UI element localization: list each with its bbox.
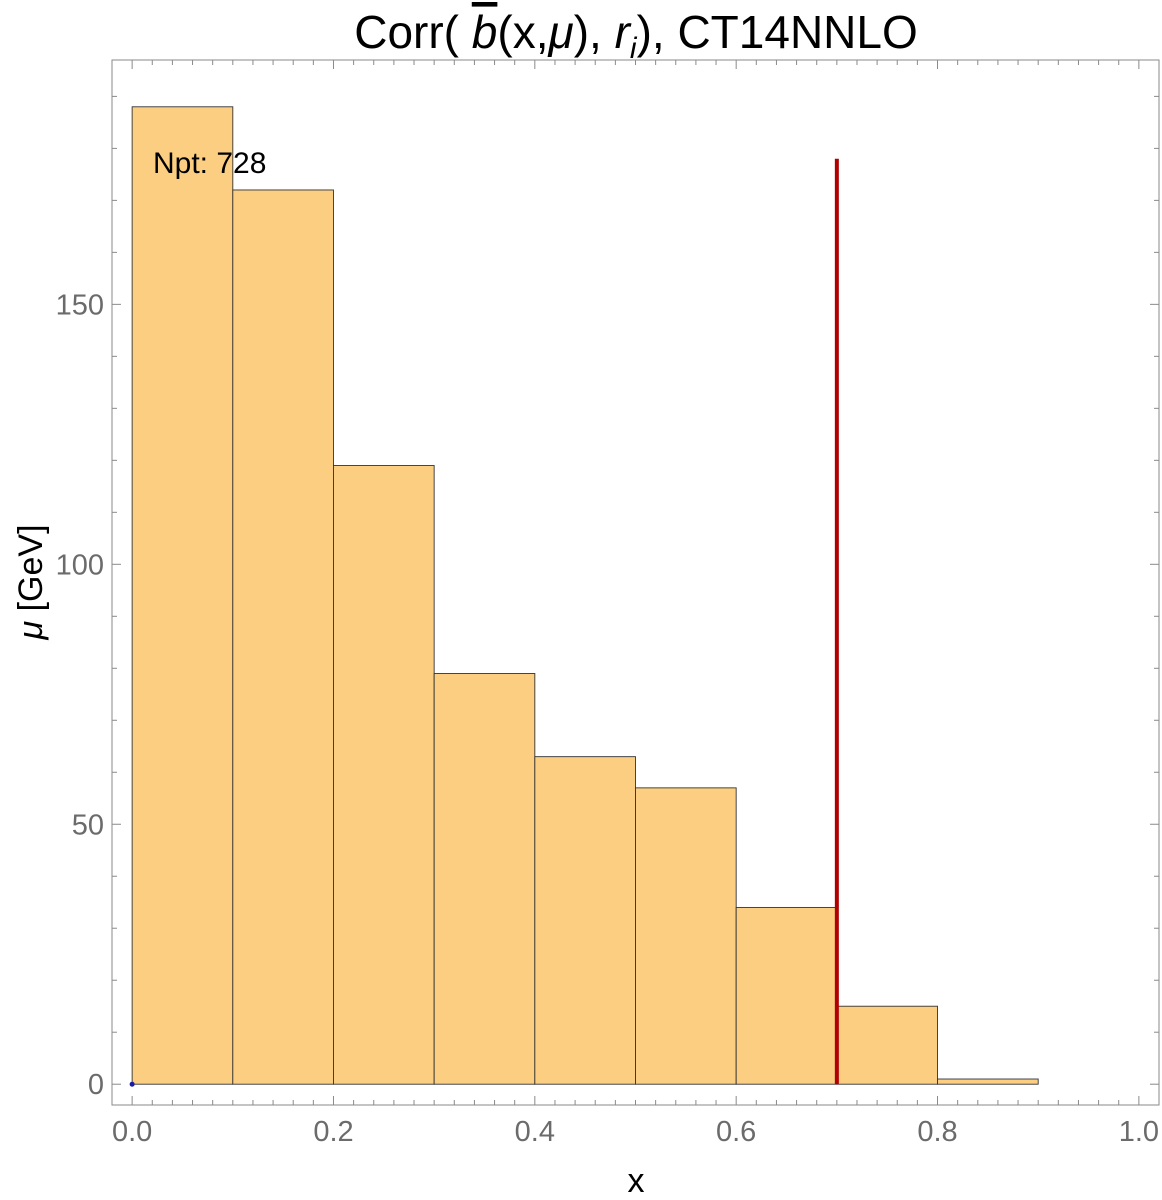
histogram-bar-9 xyxy=(937,1078,1039,1085)
histogram-bar-5 xyxy=(534,756,636,1085)
y-axis-label-symbol: μ xyxy=(12,621,50,641)
x-tick-label: 0.0 xyxy=(112,1116,152,1148)
x-tick-label: 0.8 xyxy=(917,1116,957,1148)
histogram-bar-1 xyxy=(131,106,234,1085)
title-prefix: Corr( xyxy=(354,6,472,58)
histogram-bar-3 xyxy=(333,465,435,1085)
x-tick-label: 1.0 xyxy=(1119,1116,1159,1148)
y-tick-label: 0 xyxy=(88,1069,104,1101)
chart-title: Corr( b(x,μ), ri), CT14NNLO xyxy=(354,6,918,65)
title-r-subscript: i xyxy=(630,32,638,65)
x-tick-label: 0.2 xyxy=(313,1116,353,1148)
data-point-1 xyxy=(129,1081,135,1087)
data-points xyxy=(129,1081,135,1087)
y-tick-label: 50 xyxy=(72,809,104,841)
histogram-bar-2 xyxy=(232,189,334,1085)
title-close: ), xyxy=(574,6,615,58)
x-tick-label: 0.4 xyxy=(515,1116,555,1148)
title-args: (x, xyxy=(497,6,548,58)
title-barred-symbol: b xyxy=(472,6,498,58)
title-r: r xyxy=(615,6,632,58)
title-mu: μ xyxy=(547,6,573,58)
x-tick-label: 0.6 xyxy=(716,1116,756,1148)
x-axis-ticks: 0.0 0.2 0.4 0.6 0.8 1.0 xyxy=(112,60,1159,1148)
histogram-bars xyxy=(131,106,1039,1085)
histogram-bar-6 xyxy=(635,787,737,1085)
y-axis-label-unit: [GeV] xyxy=(12,524,50,620)
histogram-bar-4 xyxy=(433,673,536,1085)
y-axis-label: μ [GeV] xyxy=(12,524,50,640)
y-tick-label: 100 xyxy=(56,549,104,581)
y-tick-label: 150 xyxy=(56,289,104,321)
npt-annotation: Npt: 728 xyxy=(153,147,266,180)
title-suffix: ), CT14NNLO xyxy=(637,6,918,58)
x-axis-label: x xyxy=(628,1162,645,1200)
plot-frame xyxy=(111,59,1160,1106)
y-axis-ticks: 0 50 100 150 xyxy=(56,95,1159,1101)
histogram-bar-7 xyxy=(735,906,838,1085)
histogram-bar-8 xyxy=(836,1005,938,1085)
